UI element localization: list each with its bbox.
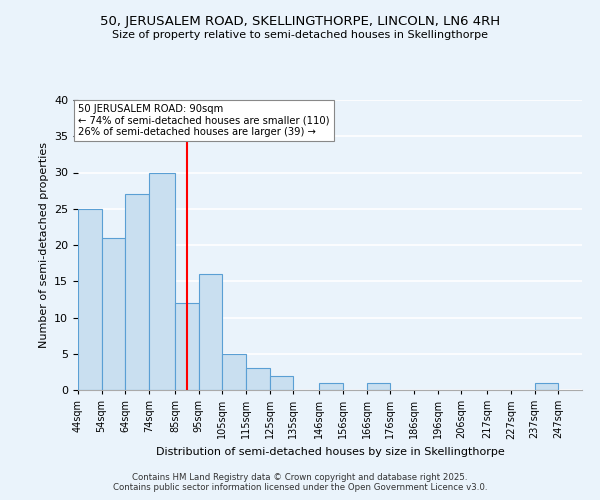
Bar — [535, 383, 559, 390]
Text: Size of property relative to semi-detached houses in Skellingthorpe: Size of property relative to semi-detach… — [112, 30, 488, 40]
Text: 50 JERUSALEM ROAD: 90sqm
← 74% of semi-detached houses are smaller (110)
26% of : 50 JERUSALEM ROAD: 90sqm ← 74% of semi-d… — [78, 104, 329, 137]
Bar — [175, 303, 199, 390]
Bar — [149, 172, 175, 390]
Bar — [223, 354, 246, 390]
Bar — [246, 368, 269, 390]
Y-axis label: Number of semi-detached properties: Number of semi-detached properties — [38, 142, 49, 348]
Bar — [319, 383, 343, 390]
Bar — [101, 238, 125, 390]
Bar — [78, 209, 101, 390]
Bar — [125, 194, 149, 390]
Text: 50, JERUSALEM ROAD, SKELLINGTHORPE, LINCOLN, LN6 4RH: 50, JERUSALEM ROAD, SKELLINGTHORPE, LINC… — [100, 15, 500, 28]
Bar — [367, 383, 391, 390]
Text: Contains HM Land Registry data © Crown copyright and database right 2025.
Contai: Contains HM Land Registry data © Crown c… — [113, 473, 487, 492]
Bar — [269, 376, 293, 390]
X-axis label: Distribution of semi-detached houses by size in Skellingthorpe: Distribution of semi-detached houses by … — [155, 447, 505, 457]
Bar — [199, 274, 223, 390]
